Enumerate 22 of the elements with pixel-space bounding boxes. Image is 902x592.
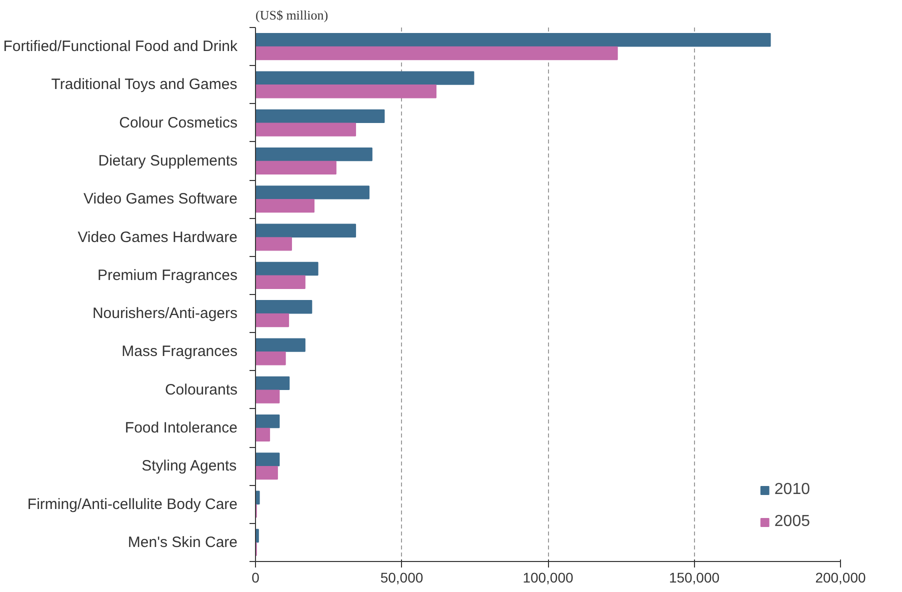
y-tick-label: Colour Cosmetics [119,114,238,132]
y-tick-label: Video Games Hardware [78,228,238,246]
y-tick-label: Fortified/Functional Food and Drink [3,38,238,56]
y-tick-label: Styling Agents [142,458,237,475]
x-tick-label: 150,000 [668,570,720,586]
y-tick-label: Video Games Software [84,190,238,208]
y-tick-label: Traditional Toys and Games [51,76,238,94]
x-tick-label: 50,000 [380,570,424,586]
y-tick-label: Firming/Anti-cellulite Body Care [27,496,238,513]
y-tick-label: Colourants [164,381,238,398]
y-tick-label: Mass Fragrances [122,343,238,360]
legend-label: 2010 [774,481,810,499]
x-tick-label: 0 [252,570,260,586]
y-tick-label: Premium Fragrances [97,266,238,284]
y-tick-label: Dietary Supplements [98,152,238,170]
chart-title: (US$ million) [256,8,328,22]
y-tick-label: Food Intolerance [124,420,238,436]
x-tick-label: 100,000 [522,570,574,586]
y-tick-label: Nourishers/Anti-agers [92,305,238,322]
x-tick-label: 200,000 [815,570,866,586]
legend-label: 2005 [774,513,810,531]
y-tick-label: Men's Skin Care [128,534,238,551]
